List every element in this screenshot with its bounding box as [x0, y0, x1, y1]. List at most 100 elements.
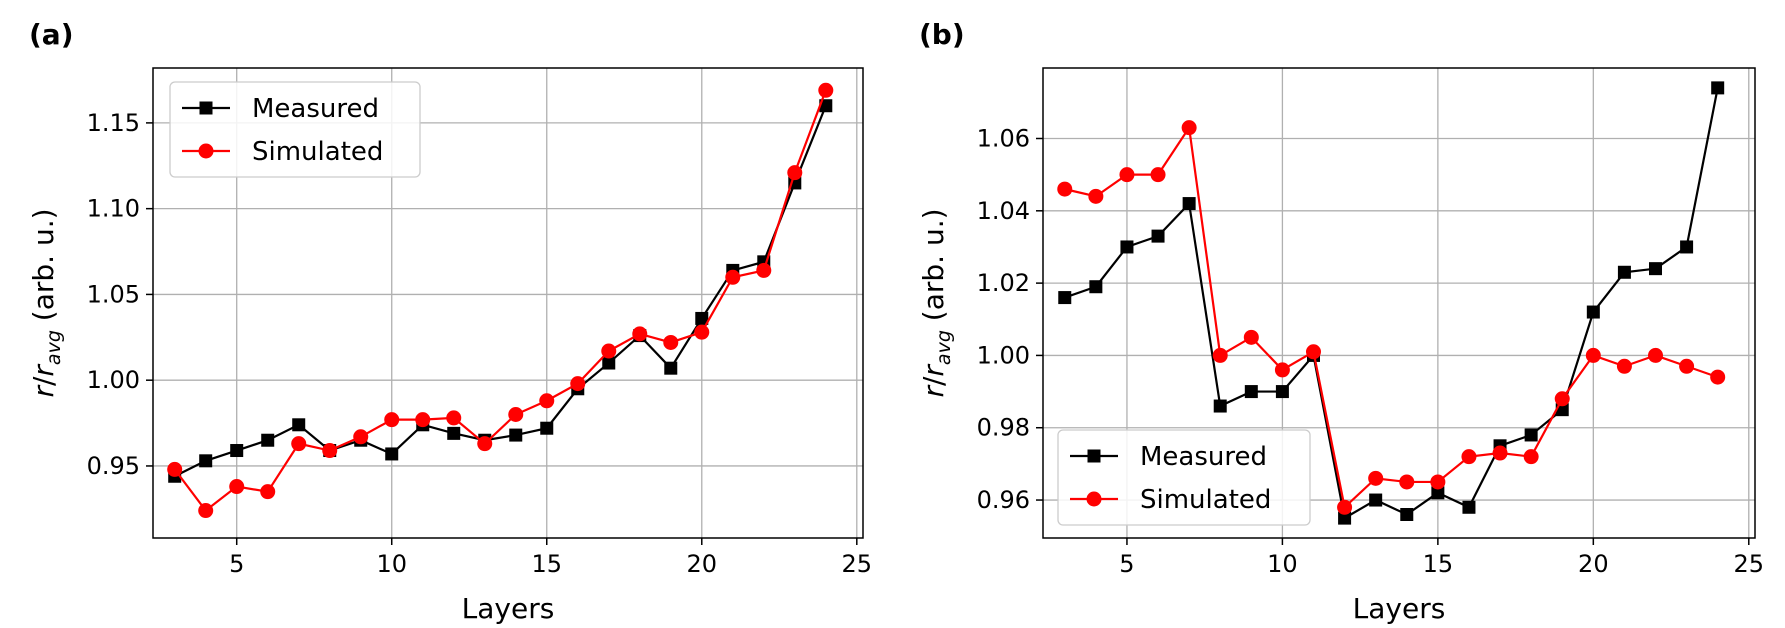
data-point-simulated [198, 503, 214, 519]
legend: Measured Simulated [169, 81, 421, 178]
data-point-measured [1244, 385, 1258, 399]
data-point-measured [292, 418, 306, 432]
data-point-simulated [322, 443, 338, 459]
y-tick-label: 1.15 [87, 109, 140, 137]
y-tick-label: 1.02 [977, 269, 1030, 297]
plot-frame [152, 67, 864, 539]
data-point-simulated [446, 410, 462, 426]
x-tick-label: 20 [687, 550, 718, 578]
data-point-measured [261, 433, 275, 447]
data-point-measured [540, 421, 554, 435]
data-point-simulated [384, 412, 400, 428]
panel-label: (b) [919, 18, 965, 51]
y-tick-label: 0.96 [977, 486, 1030, 514]
series-line-simulated [1064, 124, 1719, 510]
data-point-simulated [1057, 181, 1073, 197]
data-point-simulated [353, 429, 369, 445]
data-point-measured [230, 444, 244, 458]
data-point-simulated [1119, 167, 1135, 183]
panel-label: (a) [29, 18, 74, 51]
data-point-measured [199, 454, 213, 468]
data-point-simulated [663, 334, 679, 350]
x-tick-label: 5 [1119, 550, 1134, 578]
y-tick-label: 1.00 [977, 341, 1030, 369]
panel-b: (b) 5 10 15 20 25 0.96 0.98 1.00 1.02 1.04 1.06 Laye… [917, 18, 1764, 625]
y-tick-label: 1.05 [87, 280, 140, 308]
data-point-measured [1711, 81, 1725, 95]
series-line-measured [174, 105, 827, 478]
y-label-units: (arb. u.) [27, 208, 60, 330]
data-point-measured [509, 428, 523, 442]
data-point-simulated [1585, 347, 1601, 363]
data-point-measured [1151, 229, 1165, 243]
x-tick-label: 25 [1734, 550, 1765, 578]
data-point-measured [447, 426, 461, 440]
data-point-measured [1369, 493, 1383, 507]
y-label-r: r [917, 385, 950, 398]
x-tick-label: 15 [1423, 550, 1454, 578]
data-point-simulated [1150, 167, 1166, 183]
data-point-measured [1182, 197, 1196, 211]
plot-frame [1042, 67, 1756, 539]
data-point-simulated [1679, 358, 1695, 374]
y-label-r2: r [917, 364, 950, 377]
data-point-simulated [1492, 445, 1508, 461]
data-point-measured [1213, 399, 1227, 413]
data-point-measured [1462, 500, 1476, 514]
series-group [167, 82, 834, 519]
legend-box [1057, 429, 1311, 526]
data-point-simulated [1181, 120, 1197, 136]
y-label-units: (arb. u.) [917, 208, 950, 330]
x-tick-label: 25 [842, 550, 873, 578]
data-point-measured [1275, 385, 1289, 399]
series-line-simulated [173, 89, 827, 513]
y-tick-label: 0.98 [977, 414, 1030, 442]
data-point-simulated [1274, 362, 1290, 378]
data-point-simulated [1461, 449, 1477, 465]
x-tick-label: 10 [376, 550, 407, 578]
data-point-simulated [632, 326, 648, 342]
data-point-simulated [477, 436, 493, 452]
y-tick-label: 1.04 [977, 197, 1030, 225]
data-point-simulated [229, 479, 245, 495]
legend-marker-simulated [198, 143, 214, 159]
y-label-r: r [27, 385, 60, 398]
data-point-simulated [1243, 329, 1259, 345]
y-label-slash: / [27, 376, 60, 386]
data-point-simulated [1212, 347, 1228, 363]
data-point-simulated [1305, 344, 1321, 360]
legend-label-measured: Measured [252, 94, 379, 124]
data-point-simulated [1523, 449, 1539, 465]
y-label-r2: r [27, 364, 60, 377]
legend-label-simulated: Simulated [1140, 485, 1271, 515]
data-point-measured [1524, 428, 1538, 442]
legend-label-measured: Measured [1140, 442, 1267, 472]
y-axis-label: r/ravg (arb. u.) [27, 208, 65, 397]
data-point-measured [1586, 305, 1600, 319]
data-point-measured [385, 447, 399, 461]
data-point-simulated [787, 165, 803, 181]
data-point-simulated [694, 324, 710, 340]
data-point-simulated [167, 461, 183, 477]
y-label-subscript: avg [933, 330, 955, 365]
data-point-simulated [601, 343, 617, 359]
data-point-measured [1649, 262, 1663, 276]
data-point-measured [1089, 280, 1103, 294]
data-point-measured [1338, 511, 1352, 525]
y-tick-label: 0.95 [87, 452, 140, 480]
legend: Measured Simulated [1057, 429, 1311, 526]
data-point-simulated [1710, 369, 1726, 385]
panel-a: (a) 5 10 15 20 25 0.95 1.00 1.05 1.10 1.15 Layers r/… [27, 18, 872, 625]
data-point-simulated [508, 406, 524, 422]
data-point-simulated [725, 269, 741, 285]
data-point-simulated [1616, 358, 1632, 374]
data-point-simulated [1430, 474, 1446, 490]
y-label-subscript: avg [43, 330, 65, 365]
data-point-simulated [1337, 499, 1353, 515]
series-group [1057, 81, 1726, 525]
data-point-measured [1431, 486, 1445, 500]
data-point-simulated [1399, 474, 1415, 490]
y-label-slash: / [917, 376, 950, 386]
series-line-measured [1064, 87, 1719, 520]
